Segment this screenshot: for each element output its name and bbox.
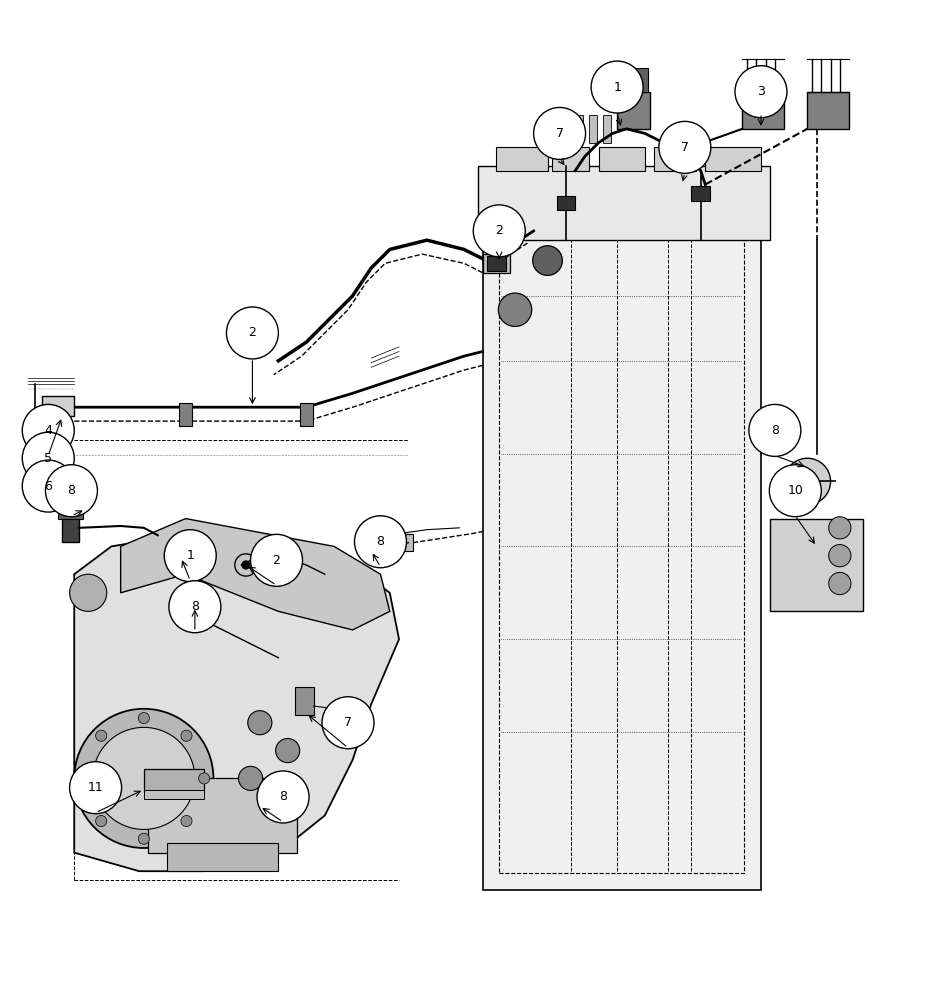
Bar: [654, 147, 695, 171]
Text: 7: 7: [344, 716, 351, 729]
Text: 8: 8: [191, 600, 198, 613]
Bar: [691, 186, 709, 201]
Circle shape: [181, 730, 192, 741]
Circle shape: [734, 66, 786, 118]
Circle shape: [164, 530, 216, 582]
Text: 8: 8: [68, 484, 75, 497]
Circle shape: [828, 517, 850, 539]
Circle shape: [828, 545, 850, 567]
Circle shape: [74, 709, 213, 848]
Bar: [366, 542, 389, 556]
Polygon shape: [121, 519, 389, 630]
Bar: [616, 92, 649, 129]
Circle shape: [138, 833, 149, 844]
Bar: [42, 396, 74, 416]
Text: 1: 1: [186, 549, 194, 562]
Circle shape: [828, 572, 850, 595]
Circle shape: [181, 815, 192, 827]
Circle shape: [176, 553, 185, 562]
Circle shape: [498, 293, 531, 326]
Circle shape: [275, 738, 299, 763]
Bar: [769, 519, 862, 611]
Bar: [148, 778, 297, 853]
Bar: [179, 403, 192, 426]
Bar: [295, 687, 313, 715]
Circle shape: [354, 516, 406, 568]
Circle shape: [93, 727, 195, 829]
Bar: [144, 790, 204, 799]
Circle shape: [138, 713, 149, 724]
Bar: [589, 115, 596, 143]
Bar: [144, 769, 204, 792]
Bar: [496, 147, 547, 171]
Circle shape: [241, 560, 250, 570]
Circle shape: [78, 773, 89, 784]
Text: 6: 6: [44, 480, 52, 493]
Circle shape: [783, 458, 830, 505]
Bar: [482, 222, 760, 890]
Circle shape: [532, 246, 562, 275]
Bar: [477, 166, 769, 240]
Circle shape: [95, 815, 107, 827]
Text: 3: 3: [756, 85, 764, 98]
Bar: [62, 509, 79, 542]
Text: 10: 10: [786, 484, 803, 497]
Bar: [618, 68, 647, 92]
Circle shape: [533, 107, 585, 159]
Text: 11: 11: [88, 781, 103, 794]
Circle shape: [322, 697, 374, 749]
Bar: [299, 403, 312, 426]
Text: 5: 5: [44, 452, 52, 465]
Circle shape: [226, 307, 278, 359]
Circle shape: [257, 771, 309, 823]
Text: 1: 1: [613, 81, 620, 94]
Text: 2: 2: [273, 554, 280, 567]
Bar: [487, 256, 505, 271]
Bar: [806, 92, 848, 129]
Circle shape: [768, 465, 820, 517]
Text: 8: 8: [770, 424, 778, 437]
Text: 8: 8: [279, 790, 286, 803]
Circle shape: [22, 432, 74, 484]
Text: 7: 7: [680, 141, 688, 154]
Circle shape: [590, 61, 642, 113]
Bar: [58, 505, 83, 519]
Circle shape: [238, 766, 262, 790]
Bar: [499, 238, 743, 873]
Circle shape: [45, 465, 97, 517]
Circle shape: [250, 534, 302, 586]
Bar: [556, 196, 575, 210]
Circle shape: [473, 205, 525, 257]
Text: 7: 7: [555, 127, 563, 140]
Circle shape: [248, 711, 272, 735]
Circle shape: [658, 121, 710, 173]
Text: 2: 2: [495, 224, 502, 237]
Bar: [167, 843, 278, 871]
Bar: [482, 254, 510, 273]
Circle shape: [198, 773, 210, 784]
Bar: [705, 147, 760, 171]
Circle shape: [22, 460, 74, 512]
Circle shape: [169, 581, 221, 633]
Circle shape: [70, 762, 121, 814]
Text: 2: 2: [248, 326, 256, 339]
Bar: [552, 147, 589, 171]
Bar: [387, 528, 401, 539]
Text: 8: 8: [376, 535, 384, 548]
Circle shape: [70, 574, 107, 611]
Bar: [603, 115, 610, 143]
Polygon shape: [74, 537, 399, 871]
Text: 4: 4: [44, 424, 52, 437]
Bar: [598, 147, 644, 171]
Circle shape: [748, 404, 800, 456]
Bar: [575, 115, 582, 143]
Circle shape: [22, 404, 74, 456]
Bar: [742, 92, 783, 129]
Bar: [389, 534, 413, 551]
Circle shape: [95, 730, 107, 741]
